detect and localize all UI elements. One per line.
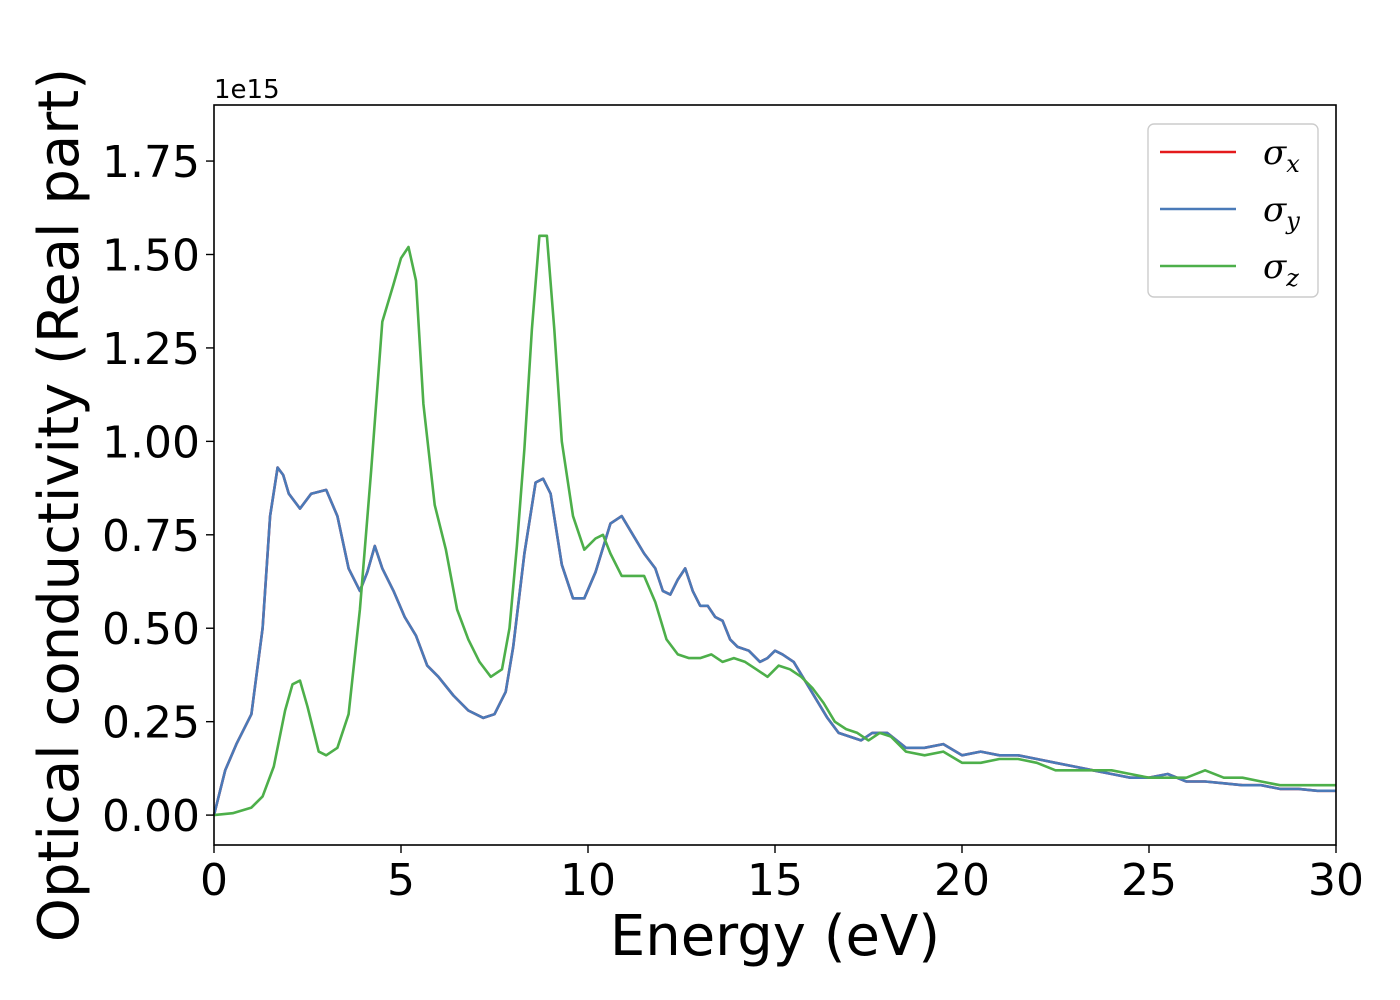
series-layer (212, 234, 1336, 817)
x-tick-label: 0 (200, 855, 228, 906)
series-line-y (212, 466, 1336, 816)
x-tick-label: 30 (1308, 855, 1364, 906)
x-axis-title: Energy (eV) (610, 904, 940, 969)
legend-box (1147, 123, 1319, 298)
x-tick-label: 5 (387, 855, 415, 906)
legend-label-y: σy (1263, 190, 1300, 235)
y-ticks: 0.00 0.25 0.50 0.75 1.00 1.25 1.50 1.75 (102, 137, 214, 842)
y-axis-title: Optical conductivity (Real part) (27, 68, 92, 942)
x-tick-label: 25 (1121, 855, 1177, 906)
legend-label-z: σz (1263, 247, 1299, 292)
y-tick-label: 0.00 (102, 791, 200, 842)
y-offset-label: 1e15 (214, 75, 280, 105)
series-line-z (213, 234, 1336, 817)
y-tick-label: 0.50 (102, 604, 200, 655)
legend: σx σy σz (1147, 123, 1319, 298)
x-tick-label: 20 (934, 855, 990, 906)
x-ticks: 0 5 10 15 20 25 30 (200, 845, 1364, 906)
y-tick-label: 0.75 (102, 511, 200, 562)
x-tick-label: 10 (560, 855, 616, 906)
y-tick-label: 1.25 (102, 324, 200, 375)
y-tick-label: 1.00 (102, 417, 200, 468)
y-tick-label: 1.50 (102, 230, 200, 281)
legend-label-x: σx (1263, 133, 1300, 178)
x-tick-label: 15 (747, 855, 803, 906)
y-tick-label: 1.75 (102, 137, 200, 188)
y-tick-label: 0.25 (102, 698, 200, 749)
